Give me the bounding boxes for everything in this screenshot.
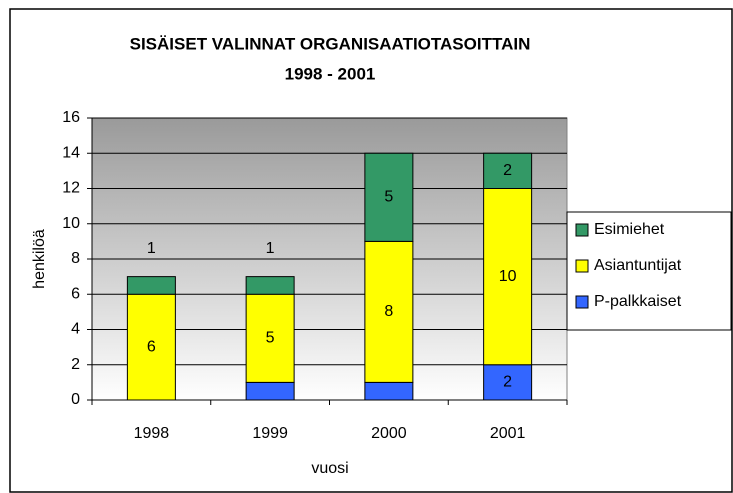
chart-subtitle: 1998 - 2001: [285, 64, 376, 83]
y-tick-label: 10: [62, 215, 80, 232]
data-label: 1: [266, 240, 275, 257]
legend-label: Esimiehet: [594, 221, 665, 238]
bar-segment: [245, 381, 295, 401]
legend-label: P-palkkaiset: [594, 293, 682, 310]
y-axis-label: henkilöä: [31, 229, 48, 289]
bar-segment: [126, 276, 176, 295]
y-tick-label: 14: [62, 144, 80, 161]
x-tick-label: 1998: [134, 425, 170, 442]
data-label: 2: [503, 162, 512, 179]
x-axis-label: vuosi: [311, 460, 348, 477]
legend-swatch: [575, 259, 589, 273]
y-tick-label: 0: [71, 391, 80, 408]
y-tick-label: 12: [62, 180, 80, 197]
y-tick-label: 8: [71, 250, 80, 267]
bar-segment: [483, 188, 533, 366]
x-tick-label: 2001: [490, 425, 526, 442]
data-label: 5: [266, 330, 275, 347]
x-tick-label: 2000: [371, 425, 407, 442]
legend-swatch: [575, 223, 589, 237]
bar-segment: [483, 152, 533, 189]
data-label: 10: [499, 268, 517, 285]
data-label: 2: [503, 374, 512, 391]
y-tick-label: 6: [71, 285, 80, 302]
legend: [566, 211, 732, 331]
bar-segment: [126, 293, 176, 401]
data-label: 8: [384, 303, 393, 320]
data-label: 5: [384, 189, 393, 206]
bar-segment: [364, 152, 414, 242]
chart-title: SISÄISET VALINNAT ORGANISAATIOTASOITTAIN: [130, 34, 531, 53]
x-tick-label: 1999: [252, 425, 288, 442]
y-tick-label: 16: [62, 109, 80, 126]
bar-segment: [245, 276, 295, 295]
bar-segment: [364, 240, 414, 383]
legend-swatch: [575, 295, 589, 309]
y-tick-label: 2: [71, 356, 80, 373]
y-tick-label: 4: [71, 321, 80, 338]
legend-label: Asiantuntijat: [594, 257, 682, 274]
bar-segment: [364, 381, 414, 401]
data-label: 6: [147, 338, 156, 355]
data-label: 1: [147, 240, 156, 257]
